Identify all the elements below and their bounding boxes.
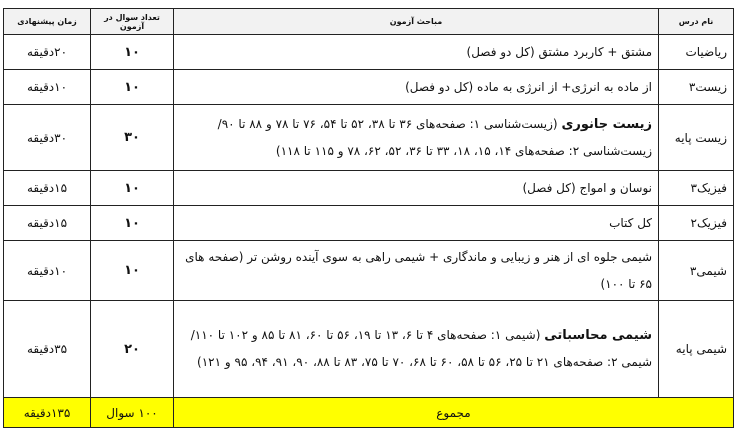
suggested-time: ۳۰دقیقه [3, 104, 91, 171]
exam-schedule-table: نام درس مباحث آزمون تعداد سوال در آزمون … [3, 8, 734, 428]
topic-text: (زیست‌شناسی ۱: صفحه‌های ۳۶ تا ۳۸، ۵۲ تا … [217, 116, 652, 158]
topic-bold-title: زیست جانوری [561, 116, 652, 132]
subject-topics: شیمی محاسباتی (شیمی ۱: صفحه‌های ۴ تا ۶، … [173, 300, 659, 398]
topic-text: مشتق + کاربرد مشتق (کل دو فصل) [466, 44, 652, 59]
suggested-time: ۱۰دقیقه [3, 240, 91, 301]
subject-name: فیزیک۲ [658, 205, 734, 241]
total-label: مجموع [173, 397, 734, 428]
total-count: ۱۰۰ سوال [90, 397, 174, 428]
suggested-time: ۳۵دقیقه [3, 300, 91, 398]
question-count: ۲۰ [90, 300, 174, 398]
suggested-time: ۱۰دقیقه [3, 69, 91, 105]
table-row: زیست۳ از ماده به انرژی+ از انرژی به ماده… [3, 69, 734, 105]
topic-text: از ماده به انرژی+ از انرژی به ماده (کل د… [405, 79, 652, 94]
table-row: ریاضیات مشتق + کاربرد مشتق (کل دو فصل) ۱… [3, 34, 734, 70]
subject-topics: از ماده به انرژی+ از انرژی به ماده (کل د… [173, 69, 659, 105]
subject-name: شیمی پایه [658, 300, 734, 398]
question-count: ۱۰ [90, 240, 174, 301]
topic-bold-title: شیمی محاسباتی [544, 328, 652, 343]
subject-name: فیزیک۳ [658, 170, 734, 206]
subject-topics: مشتق + کاربرد مشتق (کل دو فصل) [173, 34, 659, 70]
question-count: ۱۰ [90, 205, 174, 241]
suggested-time: ۲۰دقیقه [3, 34, 91, 70]
header-row: نام درس مباحث آزمون تعداد سوال در آزمون … [3, 8, 734, 35]
question-count: ۳۰ [90, 104, 174, 171]
total-time: ۱۳۵دقیقه [3, 397, 91, 428]
header-time: زمان پیشنهادی [3, 8, 91, 35]
header-name: نام درس [658, 8, 734, 35]
question-count: ۱۰ [90, 69, 174, 105]
subject-topics: کل کتاب [173, 205, 659, 241]
subject-name: شیمی۳ [658, 240, 734, 301]
subject-name: زیست پایه [658, 104, 734, 171]
table-row: فیزیک۳ نوسان و امواج (کل فصل) ۱۰ ۱۵دقیقه [3, 170, 734, 206]
table-row: زیست پایه زیست جانوری (زیست‌شناسی ۱: صفح… [3, 104, 734, 171]
subject-topics: زیست جانوری (زیست‌شناسی ۱: صفحه‌های ۳۶ ت… [173, 104, 659, 171]
topic-text: کل کتاب [609, 215, 652, 230]
question-count: ۱۰ [90, 170, 174, 206]
total-row: مجموع ۱۰۰ سوال ۱۳۵دقیقه [3, 397, 734, 428]
table-row: شیمی پایه شیمی محاسباتی (شیمی ۱: صفحه‌ها… [3, 300, 734, 398]
header-count: تعداد سوال در آزمون [90, 8, 174, 35]
subject-name: زیست۳ [658, 69, 734, 105]
topic-text: شیمی جلوه ای از هنر و زیبایی و ماندگاری … [185, 249, 652, 291]
suggested-time: ۱۵دقیقه [3, 170, 91, 206]
question-count: ۱۰ [90, 34, 174, 70]
subject-topics: شیمی جلوه ای از هنر و زیبایی و ماندگاری … [173, 240, 659, 301]
table-row: شیمی۳ شیمی جلوه ای از هنر و زیبایی و مان… [3, 240, 734, 301]
header-topics: مباحث آزمون [173, 8, 659, 35]
topic-text: نوسان و امواج (کل فصل) [522, 180, 652, 195]
subject-name: ریاضیات [658, 34, 734, 70]
table-row: فیزیک۲ کل کتاب ۱۰ ۱۵دقیقه [3, 205, 734, 241]
topic-text: (شیمی ۱: صفحه‌های ۴ تا ۶، ۱۳ تا ۱۹، ۵۶ ت… [190, 328, 652, 369]
subject-topics: نوسان و امواج (کل فصل) [173, 170, 659, 206]
suggested-time: ۱۵دقیقه [3, 205, 91, 241]
